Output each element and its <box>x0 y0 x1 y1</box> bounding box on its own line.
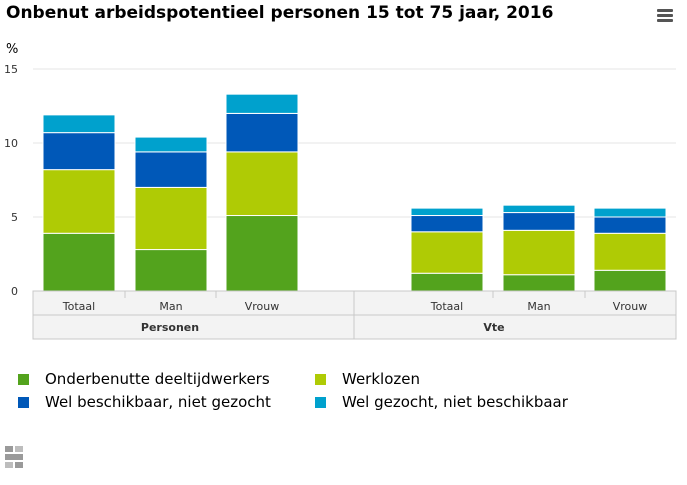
bar-segment <box>502 274 576 292</box>
bar-segment <box>42 132 116 171</box>
legend-swatch <box>18 396 29 408</box>
y-tick-label: 5 <box>11 211 18 224</box>
legend-swatch <box>18 373 29 385</box>
x-tick-label: Vrouw <box>245 300 280 313</box>
bar-segment <box>502 204 576 214</box>
legend-item-onderbenutte-deeltijdwerkers[interactable]: Onderbenutte deeltijdwerkers <box>18 370 270 388</box>
legend-item-wel-beschikbaar-niet-gezocht[interactable]: Wel beschikbaar, niet gezocht <box>18 393 271 411</box>
legend-label: Werklozen <box>342 370 420 388</box>
cbs-logo-icon <box>5 446 23 468</box>
bar-segment <box>593 207 667 218</box>
bar-segment <box>42 232 116 292</box>
y-tick-label: 10 <box>4 137 18 150</box>
legend-item-wel-gezocht-niet-beschikbaar[interactable]: Wel gezocht, niet beschikbaar <box>315 393 568 411</box>
hamburger-menu-icon[interactable] <box>657 9 673 23</box>
bar-segment <box>225 215 299 292</box>
bar-segment <box>42 114 116 134</box>
bar-segment <box>410 272 484 292</box>
bar-segment <box>134 186 208 251</box>
y-tick-label: 15 <box>4 63 18 76</box>
bar-segment <box>593 216 667 234</box>
x-group-label: Vte <box>483 321 504 334</box>
bar-segment <box>134 151 208 188</box>
bar-segment <box>502 229 576 276</box>
bar-segment <box>410 231 484 274</box>
legend-swatch <box>315 396 326 408</box>
bar-segment <box>593 269 667 292</box>
bar-segment <box>134 136 208 153</box>
x-tick-label: Totaal <box>62 300 95 313</box>
bar-segment <box>42 169 116 234</box>
x-tick-label: Man <box>527 300 550 313</box>
bar-segment <box>593 232 667 271</box>
x-tick-label: Man <box>159 300 182 313</box>
bar-segment <box>502 212 576 231</box>
bar-segment <box>225 112 299 153</box>
bar-segment <box>410 207 484 217</box>
x-group-label: Personen <box>141 321 199 334</box>
legend-swatch <box>315 373 326 385</box>
legend-label: Wel beschikbaar, niet gezocht <box>45 393 271 411</box>
bar-segment <box>225 151 299 217</box>
bar-segment <box>134 249 208 292</box>
bar-segment <box>225 93 299 114</box>
y-axis-unit-label: % <box>6 42 19 57</box>
x-tick-label: Totaal <box>430 300 463 313</box>
y-tick-label: 0 <box>11 285 18 298</box>
chart-title: Onbenut arbeidspotentieel personen 15 to… <box>6 3 554 23</box>
legend-label: Wel gezocht, niet beschikbaar <box>342 393 568 411</box>
legend-label: Onderbenutte deeltijdwerkers <box>45 370 270 388</box>
legend-item-werklozen[interactable]: Werklozen <box>315 370 420 388</box>
bar-segment <box>410 215 484 233</box>
x-tick-label: Vrouw <box>613 300 648 313</box>
